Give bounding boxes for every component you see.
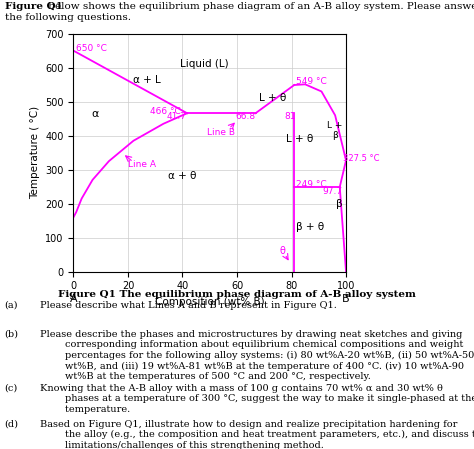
- Text: 327.5 °C: 327.5 °C: [343, 154, 380, 163]
- Text: B: B: [342, 294, 350, 304]
- Text: α + θ: α + θ: [168, 172, 197, 181]
- Text: (d): (d): [5, 420, 19, 429]
- Text: α + L: α + L: [133, 75, 161, 84]
- Text: α: α: [91, 109, 99, 119]
- Text: A: A: [70, 294, 77, 304]
- Text: Based on Figure Q1, illustrate how to design and realize precipitation hardening: Based on Figure Q1, illustrate how to de…: [40, 420, 474, 449]
- Text: Line A: Line A: [128, 160, 155, 169]
- Text: Line B: Line B: [207, 128, 235, 137]
- Text: 549 °C: 549 °C: [296, 77, 326, 87]
- Text: 97.7: 97.7: [322, 187, 342, 196]
- Text: β: β: [336, 198, 343, 209]
- Text: 81: 81: [284, 112, 296, 122]
- Text: the following questions.: the following questions.: [5, 13, 131, 22]
- Text: below shows the equilibrium phase diagram of an A-B alloy system. Please answer: below shows the equilibrium phase diagra…: [45, 2, 474, 11]
- Text: 650 °C: 650 °C: [76, 44, 107, 53]
- Text: 249 °C: 249 °C: [296, 180, 326, 189]
- Text: Please describe the phases and microstructures by drawing neat sketches and givi: Please describe the phases and microstru…: [40, 330, 474, 381]
- Text: Figure Q1: Figure Q1: [5, 2, 63, 11]
- Text: 66.8: 66.8: [235, 112, 255, 122]
- Text: L + θ: L + θ: [259, 93, 286, 103]
- Text: Figure Q1 The equilibrium phase diagram of A-B alloy system: Figure Q1 The equilibrium phase diagram …: [58, 290, 416, 299]
- Text: Knowing that the A-B alloy with a mass of 100 g contains 70 wt% α and 30 wt% θ
 : Knowing that the A-B alloy with a mass o…: [40, 384, 474, 414]
- Text: Please describe what Lines A and B represent in Figure Q1.: Please describe what Lines A and B repre…: [40, 301, 337, 310]
- Y-axis label: Temperature ( °C): Temperature ( °C): [30, 106, 40, 199]
- Text: β + θ: β + θ: [296, 222, 325, 233]
- X-axis label: Composition (wt% B): Composition (wt% B): [155, 297, 264, 307]
- Text: L + θ: L + θ: [286, 134, 313, 144]
- Text: (b): (b): [5, 330, 19, 339]
- Text: 466 °C: 466 °C: [150, 107, 181, 116]
- Text: 41.7: 41.7: [167, 112, 187, 122]
- Text: (a): (a): [5, 301, 18, 310]
- Text: (c): (c): [5, 384, 18, 393]
- Text: L +
β: L + β: [328, 121, 343, 140]
- Text: Liquid (L): Liquid (L): [180, 59, 228, 69]
- Text: θ: θ: [279, 246, 285, 256]
